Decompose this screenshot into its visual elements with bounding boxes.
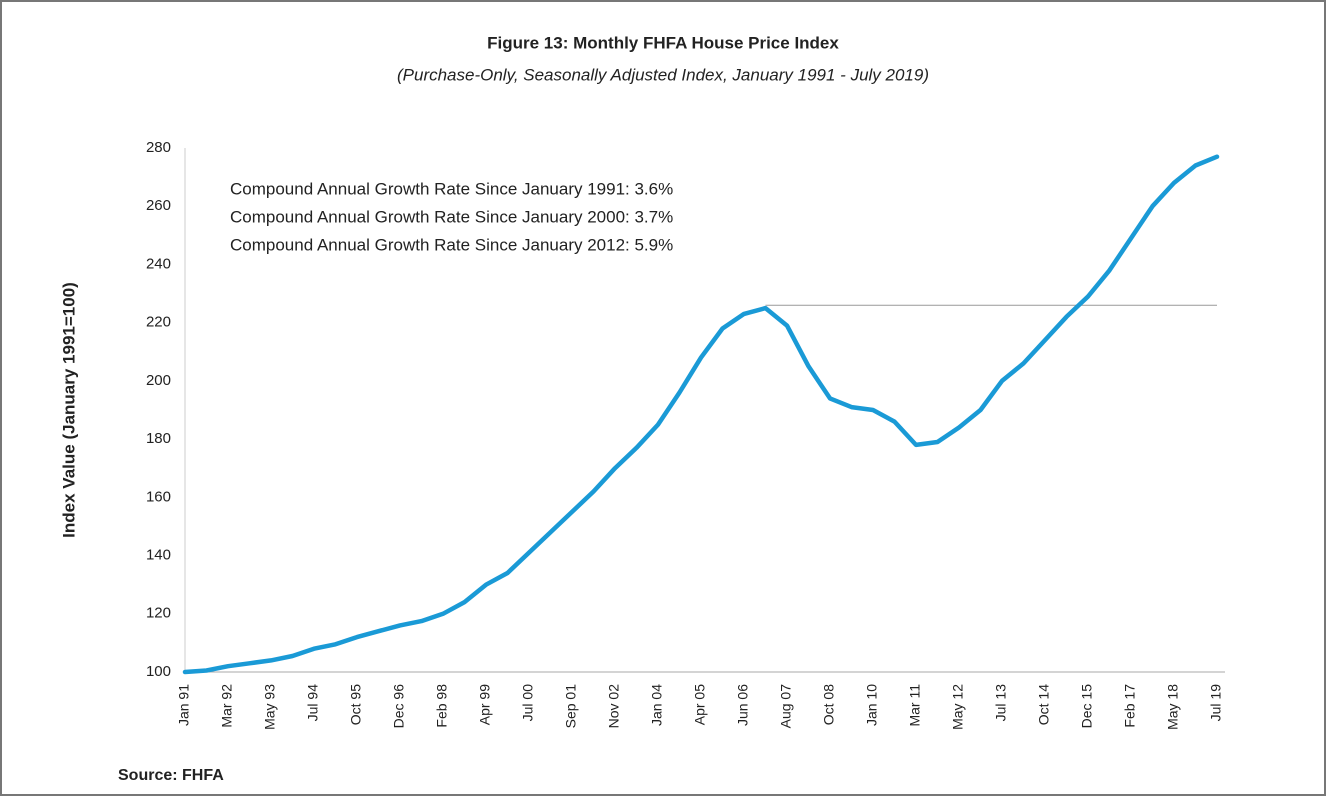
x-tick-label: Oct 08 [821, 684, 837, 725]
x-tick-label: Jul 19 [1208, 684, 1224, 722]
x-tick-label: Apr 99 [477, 684, 493, 725]
x-tick-label: Mar 92 [219, 684, 235, 728]
chart-title: Figure 13: Monthly FHFA House Price Inde… [487, 33, 839, 52]
x-tick-label: Jul 13 [993, 684, 1009, 722]
x-tick-label: May 12 [950, 684, 966, 730]
annotation: Compound Annual Growth Rate Since Januar… [230, 207, 673, 226]
y-tick-label: 160 [146, 488, 171, 505]
x-tick-label: Dec 96 [391, 684, 407, 729]
y-tick-label: 140 [146, 547, 171, 564]
x-tick-label: Apr 05 [692, 684, 708, 725]
source: Source: FHFA [118, 767, 224, 784]
x-tick-label: Aug 07 [778, 684, 794, 729]
data-line [182, 154, 1220, 675]
y-tick-label: 200 [146, 372, 171, 389]
annotation: Compound Annual Growth Rate Since Januar… [230, 179, 673, 198]
y-tick-label: 120 [146, 605, 171, 622]
x-tick-label: Jun 06 [735, 684, 751, 726]
x-tick-label: Jan 04 [649, 684, 665, 726]
x-tick-label: Feb 17 [1122, 684, 1138, 728]
x-tick-label: May 93 [262, 684, 278, 730]
y-tick-label: 240 [146, 255, 171, 272]
x-tick-label: Dec 15 [1079, 684, 1095, 729]
x-tick-label: Feb 98 [434, 684, 450, 728]
x-tick-label: Nov 02 [606, 684, 622, 729]
chart-subtitle: (Purchase-Only, Seasonally Adjusted Inde… [397, 65, 929, 84]
y-tick-label: 280 [146, 139, 171, 156]
x-tick-label: Jul 94 [305, 684, 321, 722]
x-tick-label: May 18 [1165, 684, 1181, 730]
x-tick-label: Jul 00 [520, 684, 536, 722]
annotation: Compound Annual Growth Rate Since Januar… [230, 235, 673, 254]
x-tick-label: Jan 91 [176, 684, 192, 726]
x-tick-label: Sep 01 [563, 684, 579, 729]
x-tick-label: Jan 10 [864, 684, 880, 726]
y-tick-label: 220 [146, 314, 171, 331]
y-axis-label: Index Value (January 1991=100) [59, 282, 78, 538]
y-tick-label: 180 [146, 430, 171, 447]
y-tick-label: 260 [146, 197, 171, 214]
x-tick-label: Oct 95 [348, 684, 364, 725]
y-tick-label: 100 [146, 663, 171, 680]
x-tick-label: Oct 14 [1036, 684, 1052, 725]
x-tick-label: Mar 11 [907, 684, 923, 727]
